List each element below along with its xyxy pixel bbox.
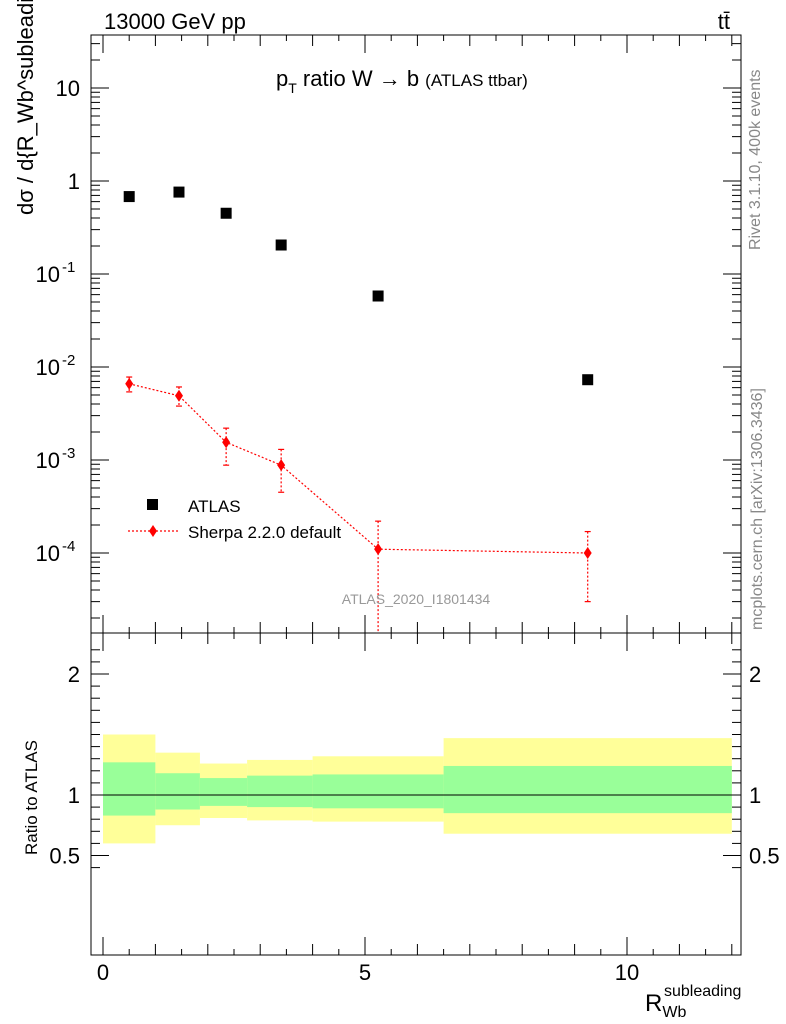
ratio-inner-band [199, 778, 248, 806]
legend-atlas-marker [147, 499, 158, 510]
main-y-tick-label: 10 [36, 448, 60, 473]
ratio-frame [90, 632, 742, 956]
ratio-inner-band [155, 773, 200, 810]
main-frame [90, 34, 742, 634]
sherpa-data-point [374, 543, 383, 556]
ratio-y-tick-label-right: 2 [749, 662, 761, 687]
ratio-y-axis-label: Ratio to ATLAS [22, 740, 41, 855]
main-y-axis-label: dσ / d{R_Wb^subleading} [pb] [13, 0, 38, 215]
atlas-data-point [123, 191, 135, 203]
energy-label: 13000 GeV pp [104, 9, 246, 34]
main-y-tick-label-exponent: -1 [62, 259, 75, 276]
legend-atlas-label: ATLAS [188, 497, 241, 516]
sherpa-data-point [174, 389, 183, 402]
main-marks-layer [123, 186, 594, 633]
legend: ATLAS Sherpa 2.2.0 default [128, 497, 341, 542]
main-y-tick-label: 1 [68, 169, 80, 194]
ratio-inner-band [247, 775, 313, 808]
x-axis-label: RWb [645, 990, 686, 1021]
main-title: pT ratio W → b (ATLAS ttbar) [276, 66, 528, 96]
main-y-tick-label: 10 [36, 262, 60, 287]
ratio-y-tick-label: 1 [68, 783, 80, 808]
main-y-tick-label-exponent: -3 [62, 445, 75, 462]
x-tick-label: 5 [359, 960, 371, 985]
main-y-tick-label-exponent: -2 [62, 352, 75, 369]
sherpa-data-point [222, 436, 231, 449]
analysis-id-label: ATLAS_2020_I1801434 [342, 591, 491, 607]
x-axis-label-superscript: subleading [664, 983, 741, 1000]
atlas-data-point [275, 239, 287, 251]
ratio-y-tick-label-right: 1 [749, 783, 761, 808]
ratio-bands-layer [103, 734, 732, 844]
ratio-y-tick-label: 0.5 [49, 844, 80, 869]
ratio-inner-band [443, 765, 732, 814]
ratio-y-tick-label: 2 [68, 662, 80, 687]
sherpa-data-point [125, 377, 134, 390]
main-y-tick-label: 10 [36, 541, 60, 566]
x-tick-label: 0 [97, 960, 109, 985]
atlas-data-point [582, 374, 594, 386]
legend-sherpa-label: Sherpa 2.2.0 default [188, 523, 341, 542]
sherpa-data-point [277, 459, 286, 472]
atlas-data-point [220, 207, 232, 219]
ratio-y-tick-label-right: 0.5 [749, 844, 780, 869]
x-tick-label: 10 [615, 960, 639, 985]
atlas-data-point [173, 186, 185, 198]
mcplots-reference-label: mcplots.cern.ch [arXiv:1306.3436] [749, 388, 766, 630]
process-label: tt̄ [718, 9, 730, 34]
ratio-inner-band [103, 762, 156, 816]
sherpa-line [129, 383, 588, 554]
main-y-tick-label-exponent: -4 [62, 538, 75, 555]
main-y-tick-label: 10 [56, 76, 80, 101]
ratio-panel: 2 2 1 1 0.5 0.5 0 5 10 Ratio to ATLAS RWb sublea… [22, 632, 780, 1021]
atlas-data-point [372, 290, 384, 302]
main-y-tick-label: 10 [36, 355, 60, 380]
rivet-version-label: Rivet 3.1.10, 400k events [747, 69, 764, 250]
legend-sherpa-marker [149, 525, 157, 537]
ratio-inner-band [312, 774, 444, 809]
ratio-axis-ticks: 2 2 1 1 0.5 0.5 0 5 10 [49, 633, 780, 985]
sherpa-data-point [583, 547, 592, 559]
